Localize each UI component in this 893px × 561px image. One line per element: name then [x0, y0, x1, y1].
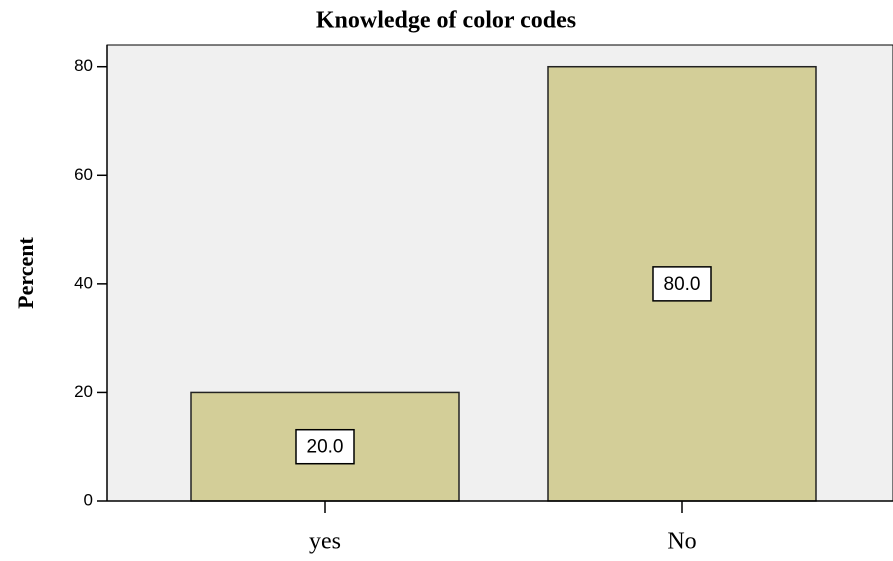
y-tick-label: 0	[84, 490, 93, 509]
value-label: 80.0	[664, 274, 701, 295]
x-tick-label: No	[667, 529, 696, 555]
y-axis-title: Percent	[13, 237, 38, 309]
y-tick-label: 80	[74, 56, 93, 75]
marks: 0 20 40 60 80 20.0 yes 80.0 No	[74, 45, 893, 555]
y-tick-label: 20	[74, 382, 93, 401]
chart-title: Knowledge of color codes	[316, 8, 576, 34]
y-tick-label: 60	[74, 165, 93, 184]
value-label-box	[652, 266, 712, 302]
y-tick-label: 40	[74, 273, 93, 292]
value-label-box	[295, 428, 355, 465]
value-label: 20.0	[307, 437, 344, 458]
x-tick-label: yes	[309, 529, 341, 555]
